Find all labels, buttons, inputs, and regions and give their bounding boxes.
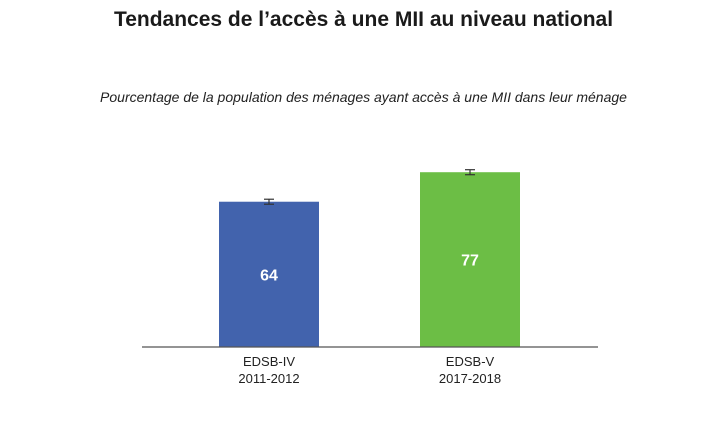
chart-subtitle: Pourcentage de la population des ménages…	[100, 89, 627, 105]
category-label-1-line-1: EDSB-IV	[243, 354, 295, 369]
data-label-2: 77	[461, 253, 479, 270]
bar-1	[219, 201, 319, 347]
category-label-2-line-2: 2017-2018	[439, 371, 501, 386]
error-bar-1	[264, 198, 274, 205]
category-label-2-line-1: EDSB-V	[446, 354, 495, 369]
category-label-1-line-2: 2011-2012	[238, 371, 299, 386]
data-label-1: 64	[260, 267, 278, 284]
chart-title: Tendances de l’accès à une MII au niveau…	[113, 8, 614, 31]
bar-2	[420, 172, 520, 347]
error-bar-2	[465, 169, 475, 176]
